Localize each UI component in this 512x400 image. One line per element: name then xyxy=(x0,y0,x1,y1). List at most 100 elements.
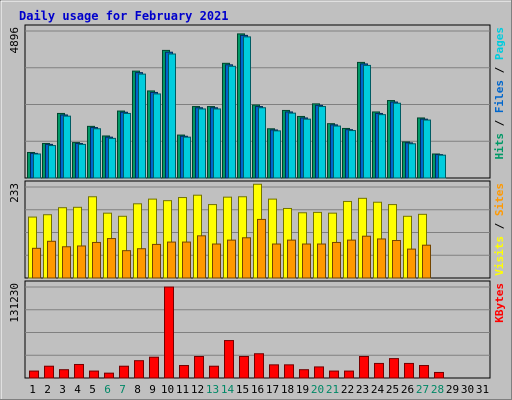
x-tick-label-6: 6 xyxy=(104,383,111,396)
bar-sites-day-15 xyxy=(242,237,251,279)
bar-pages-day-2 xyxy=(48,145,56,179)
x-tick-label-19: 19 xyxy=(296,383,309,396)
x-tick-label-13: 13 xyxy=(206,383,219,396)
x-tick-label-31: 31 xyxy=(476,383,489,396)
bar-pages-day-21 xyxy=(333,125,341,179)
x-tick-label-5: 5 xyxy=(89,383,96,396)
x-tick-label-14: 14 xyxy=(221,383,235,396)
x-axis-labels: 1 2 3 4 5 6 7 8 9 10 11 12 13 14 15 16 17 18 19 20 21 22 23 24 2… xyxy=(29,383,489,396)
x-tick-label-7: 7 xyxy=(119,383,126,396)
bar-kbytes-day-25 xyxy=(389,358,399,379)
legend-part: Pages xyxy=(493,27,506,60)
x-tick-label-30: 30 xyxy=(461,383,474,396)
bar-pages-day-4 xyxy=(78,143,86,179)
bar-kbytes-day-2 xyxy=(44,365,54,379)
bar-sites-day-7 xyxy=(122,250,131,279)
legend-part: / xyxy=(493,60,506,80)
bar-pages-day-23 xyxy=(363,64,371,179)
legend-part: / xyxy=(493,216,506,236)
bar-sites-day-21 xyxy=(332,241,341,279)
bar-sites-day-12 xyxy=(197,235,206,279)
legend-part: Sites xyxy=(493,183,506,216)
bar-sites-day-17 xyxy=(272,243,281,279)
bar-pages-day-17 xyxy=(273,130,281,179)
x-tick-label-3: 3 xyxy=(59,383,66,396)
bar-sites-day-3 xyxy=(62,246,71,279)
bar-pages-day-11 xyxy=(183,136,191,179)
panel-max-label: 4896 xyxy=(8,27,21,54)
legend-part: / xyxy=(493,113,506,133)
bar-sites-day-23 xyxy=(362,235,371,279)
bar-pages-day-10 xyxy=(168,53,176,179)
bar-sites-day-6 xyxy=(107,238,116,279)
bar-kbytes-day-7 xyxy=(119,365,129,379)
legend-part: Files xyxy=(493,80,506,113)
bar-pages-day-26 xyxy=(408,143,416,179)
bar-kbytes-day-3 xyxy=(59,369,69,379)
panel-legend: Hits / Files / Pages xyxy=(493,27,506,160)
bar-sites-day-18 xyxy=(287,239,296,279)
legend-part: KBytes xyxy=(493,283,506,323)
bar-sites-day-27 xyxy=(422,244,431,279)
x-tick-label-4: 4 xyxy=(74,383,81,396)
bar-pages-day-7 xyxy=(123,112,131,179)
bar-sites-day-4 xyxy=(77,245,86,279)
x-tick-label-15: 15 xyxy=(236,383,249,396)
bar-pages-day-22 xyxy=(348,130,356,179)
x-tick-label-8: 8 xyxy=(134,383,141,396)
x-tick-label-20: 20 xyxy=(311,383,324,396)
bar-kbytes-day-16 xyxy=(254,353,264,379)
x-tick-label-16: 16 xyxy=(251,383,264,396)
bar-kbytes-day-1 xyxy=(29,370,39,379)
bar-kbytes-day-20 xyxy=(314,366,324,379)
x-tick-label-22: 22 xyxy=(341,383,354,396)
bar-pages-day-28 xyxy=(438,154,446,179)
chart-panels: 4896 Hits / Files / Pages 233 Visits / Site… xyxy=(8,24,506,379)
bar-kbytes-day-4 xyxy=(74,363,84,379)
panel-max-label: 131230 xyxy=(8,283,21,323)
bar-pages-day-9 xyxy=(153,93,161,179)
bar-kbytes-day-19 xyxy=(299,369,309,379)
bar-kbytes-day-26 xyxy=(404,362,414,379)
x-tick-label-2: 2 xyxy=(44,383,51,396)
bar-kbytes-day-18 xyxy=(284,364,294,379)
bar-kbytes-day-23 xyxy=(359,356,369,379)
x-tick-label-9: 9 xyxy=(149,383,156,396)
bar-kbytes-day-17 xyxy=(269,364,279,379)
bar-pages-day-5 xyxy=(93,128,101,179)
bar-pages-day-24 xyxy=(378,114,386,179)
x-tick-label-26: 26 xyxy=(401,383,414,396)
bar-kbytes-day-12 xyxy=(194,356,204,379)
x-tick-label-23: 23 xyxy=(356,383,369,396)
bar-sites-day-20 xyxy=(317,243,326,279)
bar-kbytes-day-21 xyxy=(329,370,339,379)
bar-sites-day-24 xyxy=(377,238,386,279)
panel-legend: KBytes xyxy=(493,283,506,323)
panel-kbytes: 131230 KBytes xyxy=(8,280,506,379)
bar-kbytes-day-9 xyxy=(149,356,159,379)
bar-kbytes-day-11 xyxy=(179,365,189,379)
x-tick-label-27: 27 xyxy=(416,383,429,396)
bar-pages-day-3 xyxy=(63,115,71,179)
bar-pages-day-15 xyxy=(243,36,251,179)
bar-kbytes-day-14 xyxy=(224,340,234,379)
panel-max-label: 233 xyxy=(8,183,21,203)
legend-part: Hits xyxy=(493,133,506,160)
bar-kbytes-day-6 xyxy=(104,372,114,379)
x-tick-label-12: 12 xyxy=(191,383,204,396)
bar-sites-day-13 xyxy=(212,243,221,279)
bar-sites-day-10 xyxy=(167,241,176,279)
bar-kbytes-day-22 xyxy=(344,370,354,379)
bar-pages-day-1 xyxy=(33,153,41,179)
bar-kbytes-day-8 xyxy=(134,360,144,379)
x-tick-label-18: 18 xyxy=(281,383,294,396)
bar-kbytes-day-15 xyxy=(239,356,249,379)
bar-pages-day-20 xyxy=(318,106,326,179)
chart-title: Daily usage for February 2021 xyxy=(19,9,229,23)
bar-pages-day-6 xyxy=(108,137,116,179)
bar-sites-day-22 xyxy=(347,239,356,279)
bar-kbytes-day-24 xyxy=(374,362,384,379)
bar-pages-day-16 xyxy=(258,107,266,179)
bar-sites-day-1 xyxy=(32,247,41,279)
